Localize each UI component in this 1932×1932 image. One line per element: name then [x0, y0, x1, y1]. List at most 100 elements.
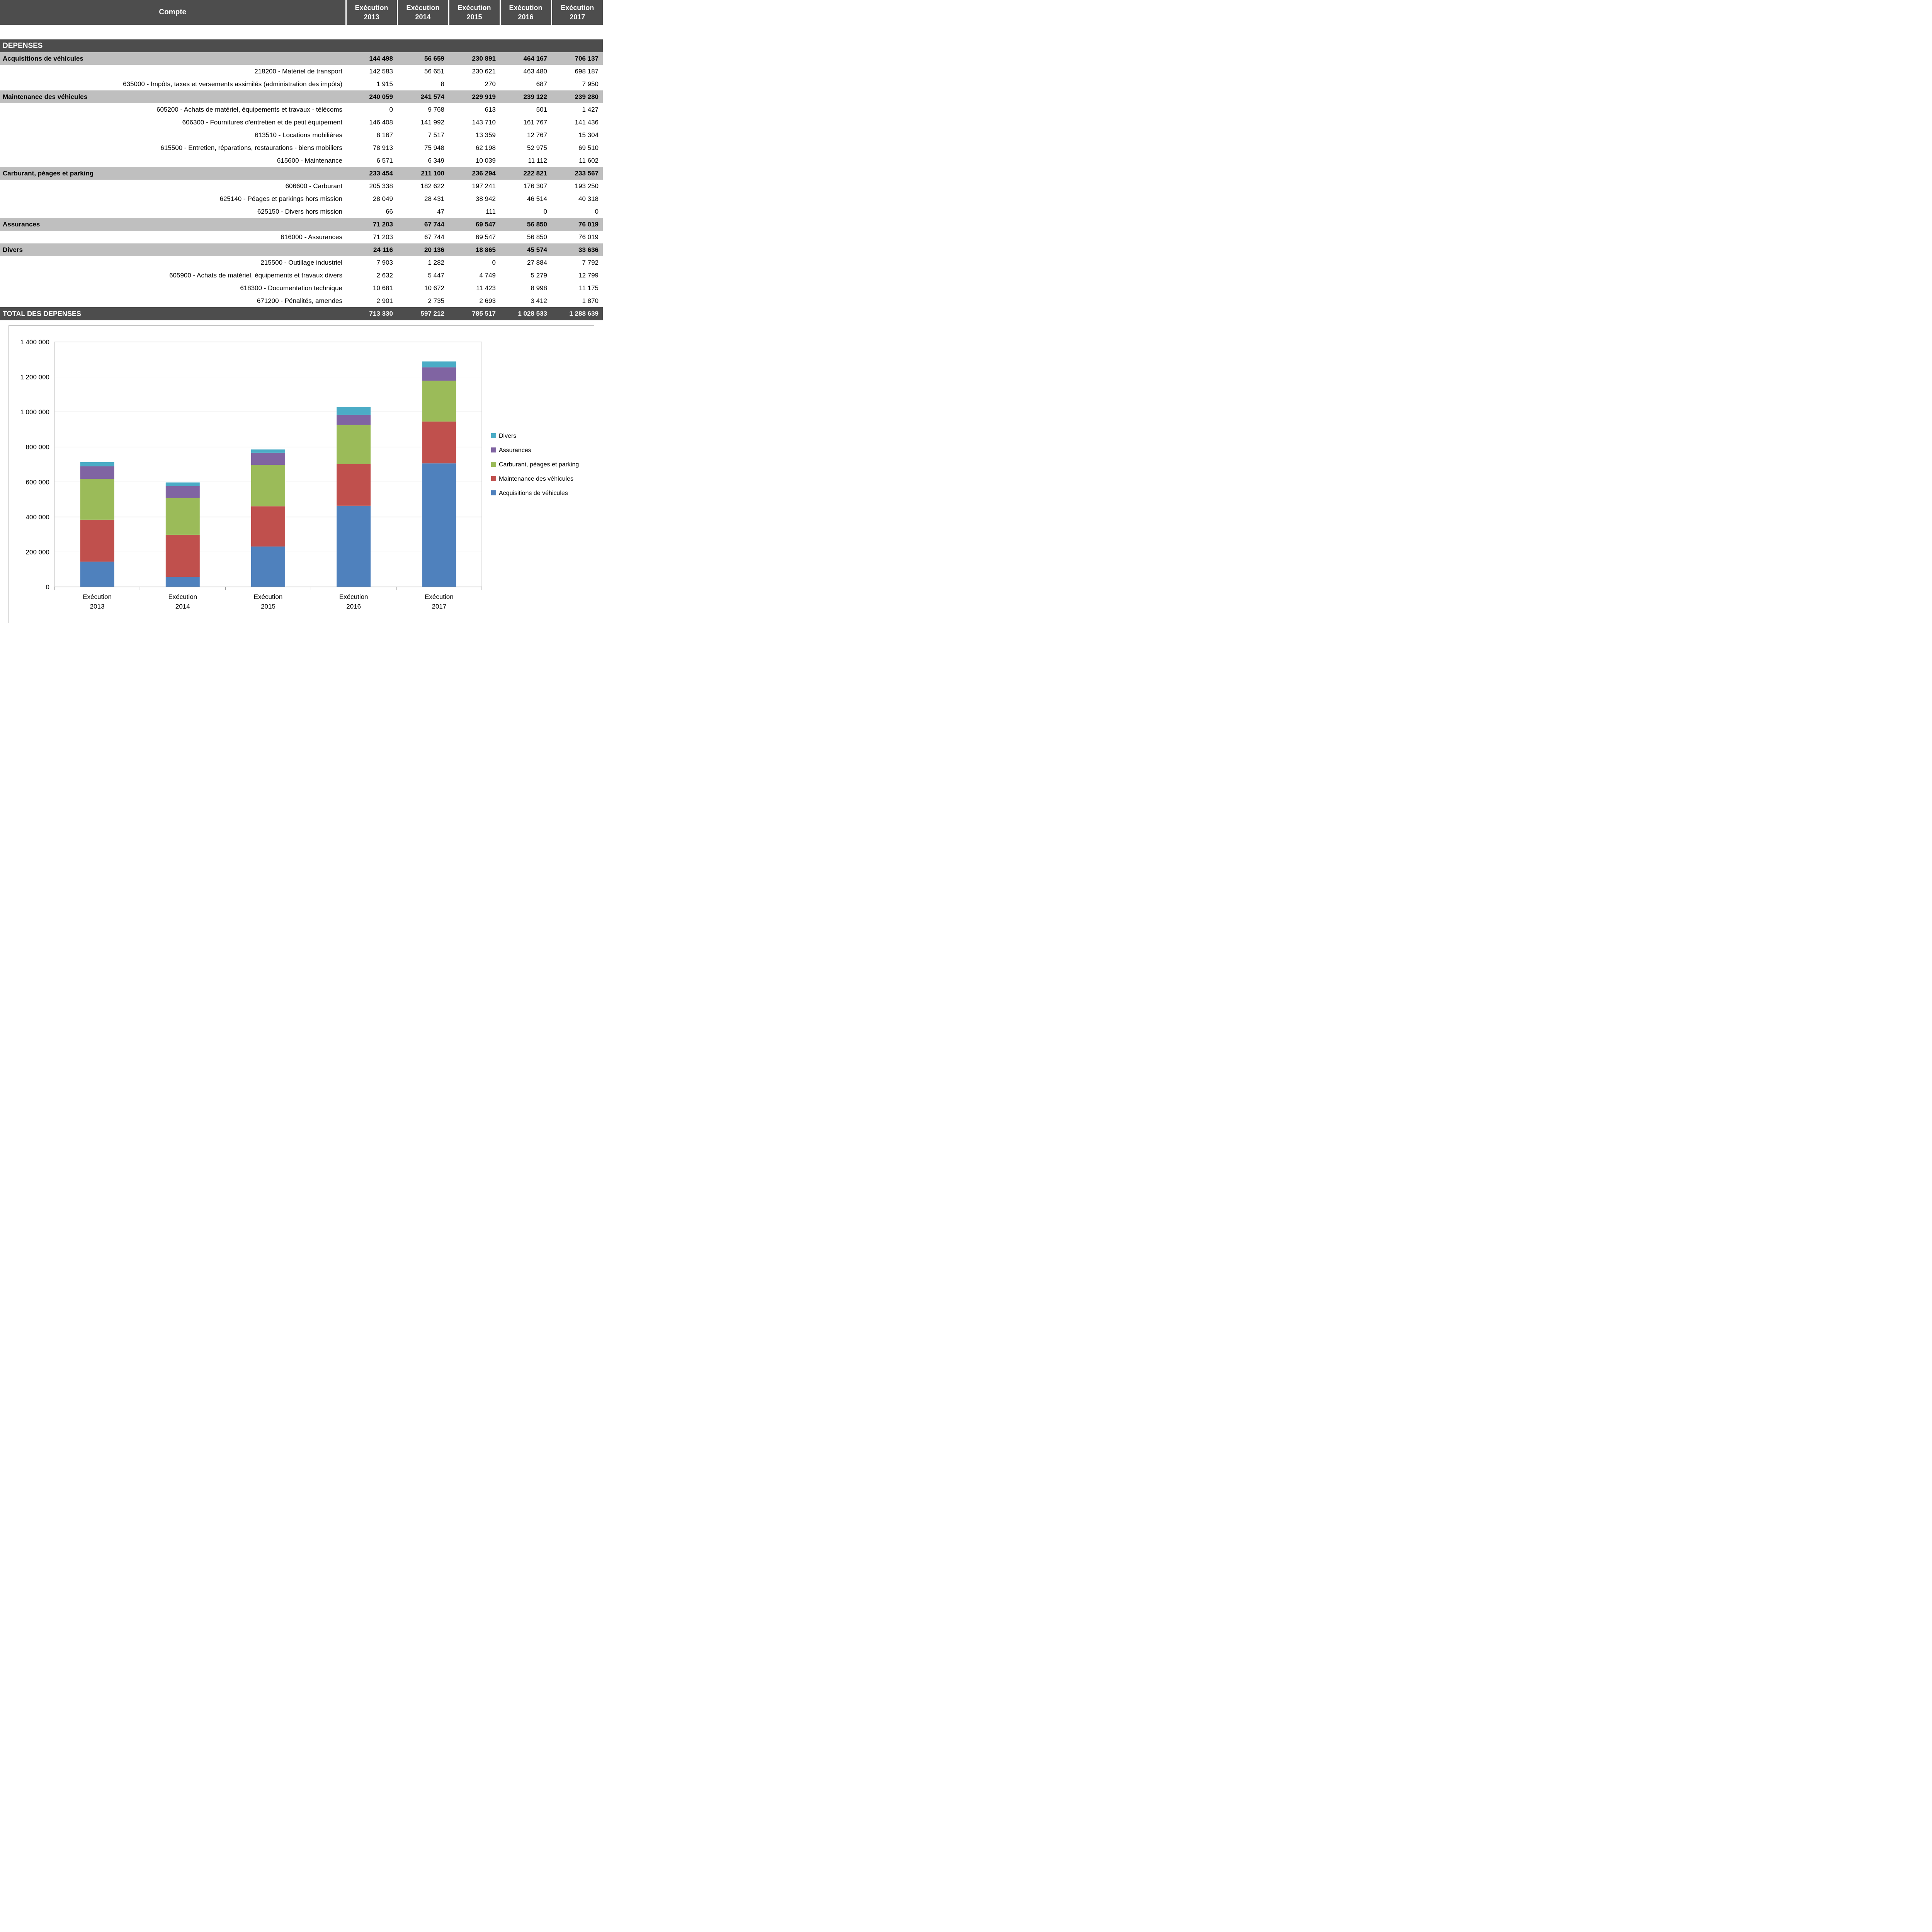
- year-header-year: 2016: [518, 13, 534, 21]
- bar-segment: [422, 381, 456, 422]
- row-label: 606600 - Carburant: [0, 180, 346, 192]
- value-cell: 9 768: [397, 103, 449, 116]
- bar-segment: [337, 415, 371, 425]
- value-cell: 11 175: [551, 282, 603, 294]
- value-cell: 11 602: [551, 154, 603, 167]
- value-cell: 240 059: [346, 90, 397, 103]
- legend-label: Divers: [499, 433, 516, 439]
- bar-segment: [165, 534, 200, 577]
- value-cell: 713 330: [346, 307, 397, 320]
- value-cell: 75 948: [397, 141, 449, 154]
- bar-segment: [80, 466, 114, 479]
- legend-label: Acquisitions de véhicules: [499, 490, 568, 497]
- value-cell: 11 112: [500, 154, 551, 167]
- value-cell: 7 903: [346, 256, 397, 269]
- value-cell: 0: [551, 205, 603, 218]
- value-cell: 144 498: [346, 52, 397, 65]
- x-tick-label: Exécution: [425, 593, 454, 600]
- value-cell: 78 913: [346, 141, 397, 154]
- value-cell: 706 137: [551, 52, 603, 65]
- x-tick-label: 2017: [432, 603, 446, 610]
- bar-segment: [165, 486, 200, 498]
- year-header-year: 2013: [364, 13, 379, 21]
- year-header-year: 2015: [466, 13, 482, 21]
- row-label: Carburant, péages et parking: [0, 167, 346, 180]
- section-row: Assurances 71 203 67 744 69 547 56 850 76 019: [0, 218, 603, 231]
- value-cell: 8: [397, 78, 449, 90]
- value-cell: 239 122: [500, 90, 551, 103]
- value-cell: 230 891: [449, 52, 500, 65]
- detail-row: 635000 - Impôts, taxes et versements ass…: [0, 78, 603, 90]
- value-cell: 69 547: [449, 218, 500, 231]
- value-cell: 11 423: [449, 282, 500, 294]
- value-cell: 1 870: [551, 294, 603, 307]
- detail-row: 606300 - Fournitures d'entretien et de p…: [0, 116, 603, 129]
- value-cell: 230 621: [449, 65, 500, 78]
- bar-segment: [165, 498, 200, 535]
- detail-row: 615500 - Entretien, réparations, restaur…: [0, 141, 603, 154]
- legend-swatch: [491, 433, 496, 438]
- value-cell: 1 282: [397, 256, 449, 269]
- value-cell: 33 636: [551, 243, 603, 256]
- value-cell: 38 942: [449, 192, 500, 205]
- year-header: Exécution 2017: [551, 0, 603, 25]
- row-label: Maintenance des véhicules: [0, 90, 346, 103]
- value-cell: 56 651: [397, 65, 449, 78]
- year-header: Exécution 2013: [345, 0, 397, 25]
- x-tick-label: Exécution: [254, 593, 283, 600]
- section-row: Carburant, péages et parking 233 454 211 1…: [0, 167, 603, 180]
- y-tick-label: 800 000: [26, 444, 49, 451]
- bar-segment: [165, 577, 200, 587]
- value-cell: 7 792: [551, 256, 603, 269]
- band-row: DEPENSES: [0, 39, 603, 52]
- legend-swatch: [491, 490, 496, 495]
- detail-row: 616000 - Assurances 71 203 67 744 69 547 56 …: [0, 231, 603, 243]
- value-cell: 501: [500, 103, 551, 116]
- row-label: 605900 - Achats de matériel, équipements…: [0, 269, 346, 282]
- detail-row: 606600 - Carburant 205 338 182 622 197 241 1…: [0, 180, 603, 192]
- row-label: 625140 - Péages et parkings hors mission: [0, 192, 346, 205]
- value-cell: 12 767: [500, 129, 551, 141]
- year-header-year: 2014: [415, 13, 431, 21]
- row-label: TOTAL DES DEPENSES: [0, 307, 346, 320]
- row-label: 671200 - Pénalités, amendes: [0, 294, 346, 307]
- value-cell: 27 884: [500, 256, 551, 269]
- value-cell: 698 187: [551, 65, 603, 78]
- value-cell: 13 359: [449, 129, 500, 141]
- value-cell: 222 821: [500, 167, 551, 180]
- bar-segment: [80, 519, 114, 562]
- value-cell: 1 915: [346, 78, 397, 90]
- section-band-label: DEPENSES: [0, 39, 603, 52]
- detail-row: 625140 - Péages et parkings hors mission…: [0, 192, 603, 205]
- value-cell: 52 975: [500, 141, 551, 154]
- row-label: 616000 - Assurances: [0, 231, 346, 243]
- bar-segment: [422, 367, 456, 381]
- value-cell: 241 574: [397, 90, 449, 103]
- value-cell: 12 799: [551, 269, 603, 282]
- x-tick-label: 2016: [346, 603, 361, 610]
- value-cell: 197 241: [449, 180, 500, 192]
- y-tick-label: 200 000: [26, 548, 49, 556]
- row-label: 606300 - Fournitures d'entretien et de p…: [0, 116, 346, 129]
- value-cell: 141 436: [551, 116, 603, 129]
- value-cell: 56 850: [500, 218, 551, 231]
- detail-row: 218200 - Matériel de transport 142 583 56 …: [0, 65, 603, 78]
- value-cell: 233 454: [346, 167, 397, 180]
- value-cell: 66: [346, 205, 397, 218]
- bar-segment: [422, 421, 456, 464]
- bar-segment: [251, 506, 285, 547]
- value-cell: 56 659: [397, 52, 449, 65]
- value-cell: 143 710: [449, 116, 500, 129]
- value-cell: 67 744: [397, 231, 449, 243]
- bar-segment: [80, 561, 114, 587]
- value-cell: 7 517: [397, 129, 449, 141]
- value-cell: 45 574: [500, 243, 551, 256]
- compte-header: Compte: [0, 0, 346, 25]
- bar-segment: [337, 425, 371, 464]
- year-header-word: Exécution: [457, 3, 491, 12]
- value-cell: 182 622: [397, 180, 449, 192]
- legend-label: Maintenance des véhicules: [499, 476, 573, 482]
- value-cell: 233 567: [551, 167, 603, 180]
- row-label: 615600 - Maintenance: [0, 154, 346, 167]
- value-cell: 2 901: [346, 294, 397, 307]
